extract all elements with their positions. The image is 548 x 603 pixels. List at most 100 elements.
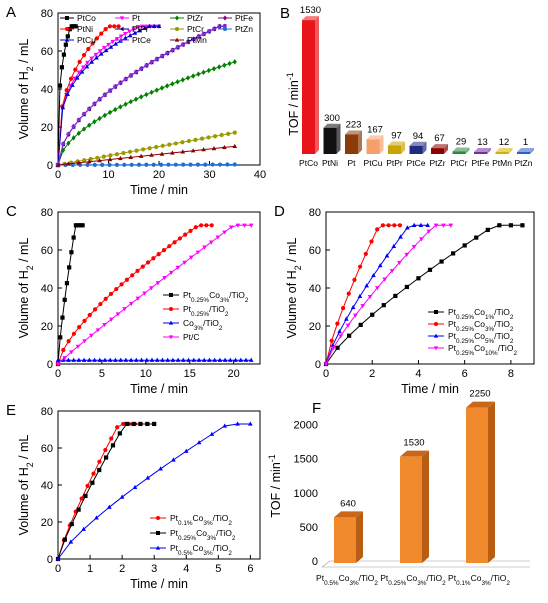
data-point <box>180 77 185 83</box>
data-point <box>108 153 113 158</box>
data-point <box>159 162 164 167</box>
data-point <box>135 296 141 301</box>
data-point <box>101 45 107 51</box>
data-point <box>81 526 86 531</box>
bar-side <box>422 450 429 563</box>
data-point <box>170 81 175 87</box>
data-point <box>86 46 91 52</box>
data-point <box>124 421 129 427</box>
data-point <box>188 228 193 233</box>
data-point <box>196 357 202 362</box>
data-point <box>151 23 157 28</box>
legend: PtCo Pt PtZr PtFe PtNi PtPr PtCr PtZn PtCu PtCe Pt… <box>60 13 253 45</box>
data-point <box>202 31 207 37</box>
data-point <box>121 421 126 427</box>
category-label: Pt0.5%Co3%/TiO2 <box>316 573 378 587</box>
data-point <box>85 483 90 488</box>
label-subscript: 0.25% <box>191 311 209 318</box>
data-point <box>196 34 202 39</box>
label-subscript: 2 <box>510 314 514 321</box>
data-point <box>110 443 116 448</box>
bar-top <box>388 141 405 146</box>
data-point <box>248 421 253 426</box>
label-subscript: 2 <box>225 311 229 318</box>
legend-marker <box>120 37 125 43</box>
data-point <box>497 223 502 228</box>
legend-marker <box>434 310 438 314</box>
y-tick-label: 80 <box>41 406 53 418</box>
panel-letter: B <box>280 5 290 22</box>
data-point <box>121 150 126 156</box>
series-line <box>57 25 159 166</box>
bar-top <box>345 130 362 135</box>
bar-top <box>431 144 448 149</box>
data-point <box>167 142 172 147</box>
data-point <box>122 307 127 312</box>
data-point <box>90 41 95 46</box>
data-point <box>132 30 138 35</box>
data-point <box>144 24 149 29</box>
category-label: PtCo <box>299 158 318 168</box>
label-subscript: 0.25% <box>388 580 406 587</box>
label-part: Co <box>474 331 485 341</box>
data-point <box>61 347 66 353</box>
data-point <box>160 53 165 59</box>
data-point <box>352 277 357 282</box>
series-pt0-25-co3-tio2 <box>323 223 403 367</box>
x-axis-label: Time / min <box>130 577 188 591</box>
label-part: /TiO <box>209 304 225 314</box>
data-point <box>206 135 211 140</box>
label-part: /TiO <box>213 513 229 523</box>
data-point <box>87 122 92 129</box>
data-point <box>441 223 446 228</box>
data-point <box>226 131 231 136</box>
data-point <box>154 87 159 93</box>
data-point <box>181 357 186 362</box>
bar <box>302 20 315 154</box>
data-point <box>127 33 133 38</box>
label-part: Co <box>196 528 207 538</box>
bar <box>409 145 423 154</box>
bar <box>517 152 530 154</box>
data-point <box>115 312 121 317</box>
label-part: Pt <box>380 573 389 583</box>
data-point <box>142 291 147 296</box>
data-point <box>232 143 238 149</box>
data-point <box>122 162 127 167</box>
series-pt0-5-co3-tio2 <box>55 421 253 561</box>
data-point <box>188 162 193 167</box>
bar-side <box>356 511 363 563</box>
series-co3-tio2 <box>55 357 254 362</box>
label-subscript: 3% <box>203 520 213 527</box>
data-point <box>186 138 192 144</box>
data-point <box>170 357 176 362</box>
data-point <box>177 236 182 241</box>
legend-marker <box>119 26 124 32</box>
data-point <box>69 350 74 355</box>
label-subscript: 2 <box>25 462 35 467</box>
data-point <box>405 225 410 230</box>
bar-value-label: 2250 <box>469 389 490 400</box>
bar-ptpr: 97 PtPr <box>386 131 405 168</box>
bar-side <box>465 147 470 154</box>
data-point <box>433 223 439 228</box>
data-point <box>147 23 152 28</box>
bar-ptcu: 167 PtCu <box>364 124 384 168</box>
data-point <box>118 104 123 110</box>
label-part: Pt <box>183 304 192 314</box>
data-point <box>154 144 159 150</box>
data-point <box>141 147 146 152</box>
label-subscript: 0.25% <box>456 350 474 357</box>
data-point <box>204 223 209 228</box>
data-point <box>248 223 254 228</box>
series-line <box>57 423 135 560</box>
data-point <box>165 357 170 362</box>
series-line <box>57 423 251 560</box>
data-point <box>119 494 125 499</box>
data-point <box>55 362 61 367</box>
data-point <box>448 223 454 228</box>
data-point <box>168 270 174 276</box>
data-point <box>71 235 76 240</box>
data-point <box>386 223 391 228</box>
legend-label: Pt0.25%Co10%/TiO2 <box>448 343 517 357</box>
